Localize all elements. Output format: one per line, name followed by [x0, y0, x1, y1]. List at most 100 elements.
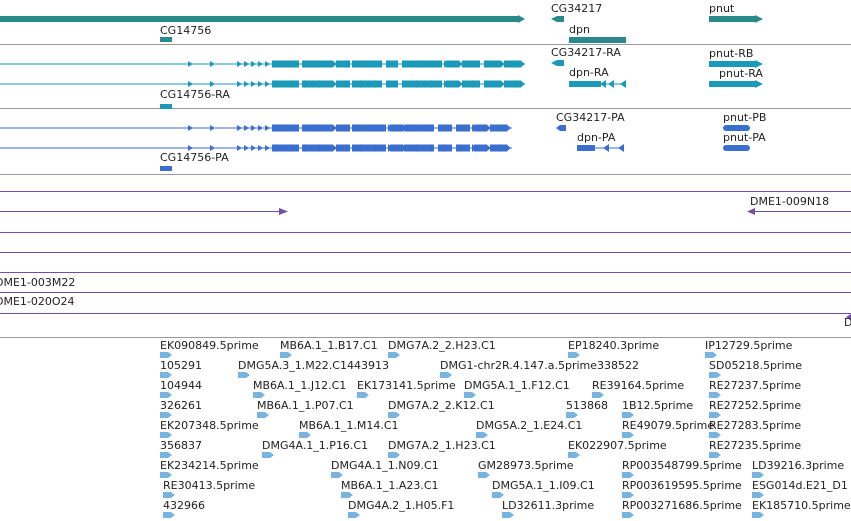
est-feature[interactable]	[492, 492, 504, 498]
est-feature[interactable]	[592, 392, 604, 398]
est-feature[interactable]	[160, 432, 172, 438]
exon-chevron	[188, 125, 193, 131]
est-feature[interactable]	[160, 352, 172, 358]
gene-cg34217-feature[interactable]	[551, 16, 564, 22]
est-label: DMG4A.2_1.H05.F1	[348, 499, 454, 512]
exon-chevron	[444, 144, 449, 152]
est-feature[interactable]	[160, 372, 172, 378]
exon-chevron	[506, 124, 511, 132]
protein-label-cg14756-pa: CG14756-PA	[160, 151, 229, 164]
est-feature[interactable]	[160, 392, 172, 398]
protein-cg14756-pa-b[interactable]	[0, 144, 512, 171]
gene-pnut-feature[interactable]	[709, 15, 763, 23]
gene-dpn-feature[interactable]	[569, 37, 626, 43]
transcript-cg14756-ra-b[interactable]	[0, 80, 525, 109]
gene-track: CG14756 CG34217 dpn pnut	[0, 2, 763, 43]
gene-label-pnut: pnut	[709, 2, 735, 15]
protein-pnut-pb[interactable]	[723, 125, 750, 131]
gene-label-cg14756: CG14756	[160, 24, 211, 37]
exon-chevron	[520, 60, 525, 68]
est-feature[interactable]	[388, 412, 400, 418]
est-feature[interactable]	[299, 432, 311, 438]
exon-chevron	[210, 145, 215, 151]
est-feature[interactable]	[388, 352, 400, 358]
transcript-cg34217-ra[interactable]	[551, 60, 564, 66]
est-feature[interactable]	[709, 452, 721, 458]
est-feature[interactable]	[357, 392, 369, 398]
est-feature[interactable]	[348, 512, 360, 518]
exon-chevron	[346, 144, 351, 152]
est-feature[interactable]	[262, 452, 274, 458]
est-feature[interactable]	[752, 512, 764, 518]
est-feature[interactable]	[280, 352, 292, 358]
protein-dpn-pa[interactable]	[577, 144, 624, 152]
est-feature[interactable]	[257, 412, 269, 418]
exon-block	[390, 144, 402, 152]
est-feature[interactable]	[476, 432, 488, 438]
est-feature[interactable]	[160, 472, 172, 478]
transcript-cg14756-ra-a[interactable]	[0, 60, 525, 68]
protein-cg34217-pa[interactable]	[556, 125, 566, 131]
est-feature[interactable]	[709, 412, 721, 418]
exon-chevron	[500, 60, 505, 68]
est-feature[interactable]	[163, 512, 175, 518]
est-feature[interactable]	[568, 352, 580, 358]
est-feature[interactable]	[160, 412, 172, 418]
est-feature[interactable]	[709, 392, 721, 398]
est-feature[interactable]	[440, 372, 452, 378]
transcript-pnut-rb[interactable]	[709, 60, 763, 68]
exon-chevron	[500, 124, 505, 132]
transcript-pnut-ra[interactable]	[709, 80, 763, 88]
exon-chevron	[290, 80, 295, 88]
est-feature[interactable]	[622, 472, 634, 478]
est-feature[interactable]	[160, 452, 172, 458]
est-feature[interactable]	[752, 492, 764, 498]
exon-chevron	[402, 80, 407, 88]
protein-pnut-pa[interactable]	[723, 145, 750, 151]
exon-block	[336, 60, 350, 68]
exon-chevron	[472, 80, 477, 88]
exon-chevron	[416, 60, 421, 68]
est-label: DMG5A.1_1.I09.C1	[492, 479, 595, 492]
exon-block	[490, 124, 506, 132]
est-feature[interactable]	[752, 472, 764, 478]
est-label: EP18240.3prime	[568, 339, 659, 352]
est-feature[interactable]	[568, 452, 580, 458]
est-feature[interactable]	[341, 492, 353, 498]
est-feature[interactable]	[709, 372, 721, 378]
est-feature[interactable]	[478, 472, 490, 478]
est-feature[interactable]	[331, 472, 343, 478]
exon-chevron	[251, 145, 256, 151]
est-feature[interactable]	[709, 432, 721, 438]
est-label: RE27235.5prime	[709, 439, 801, 452]
est-label: RE49079.5prime	[622, 419, 714, 432]
exon-chevron	[388, 60, 393, 68]
est-feature[interactable]	[238, 372, 250, 378]
protein-cg14756-pa-a[interactable]	[0, 124, 512, 132]
exon-block	[302, 80, 332, 88]
exon-chevron	[244, 125, 249, 131]
exon-chevron	[244, 81, 249, 87]
est-label: DMG7A.2_1.H23.C1	[388, 439, 496, 452]
est-feature[interactable]	[502, 512, 514, 518]
est-feature[interactable]	[705, 352, 717, 358]
est-feature[interactable]	[622, 432, 634, 438]
est-feature[interactable]	[622, 412, 634, 418]
exon-chevron	[237, 145, 242, 151]
transcript-dpn-ra[interactable]	[569, 80, 626, 88]
exon-block	[336, 144, 350, 152]
exon-chevron	[388, 80, 393, 88]
est-feature[interactable]	[464, 392, 476, 398]
exon-chevron	[276, 60, 281, 68]
est-feature[interactable]	[622, 512, 634, 518]
est-feature[interactable]	[622, 492, 634, 498]
exon-block	[272, 60, 299, 68]
exon-block	[446, 60, 458, 68]
est-feature[interactable]	[566, 412, 578, 418]
transcript-label-cg34217-ra: CG34217-RA	[551, 46, 621, 59]
exon-chevron	[402, 60, 407, 68]
est-feature[interactable]	[253, 392, 265, 398]
est-feature[interactable]	[163, 492, 175, 498]
gene-cg14756-feature[interactable]	[0, 15, 525, 42]
est-feature[interactable]	[388, 452, 400, 458]
